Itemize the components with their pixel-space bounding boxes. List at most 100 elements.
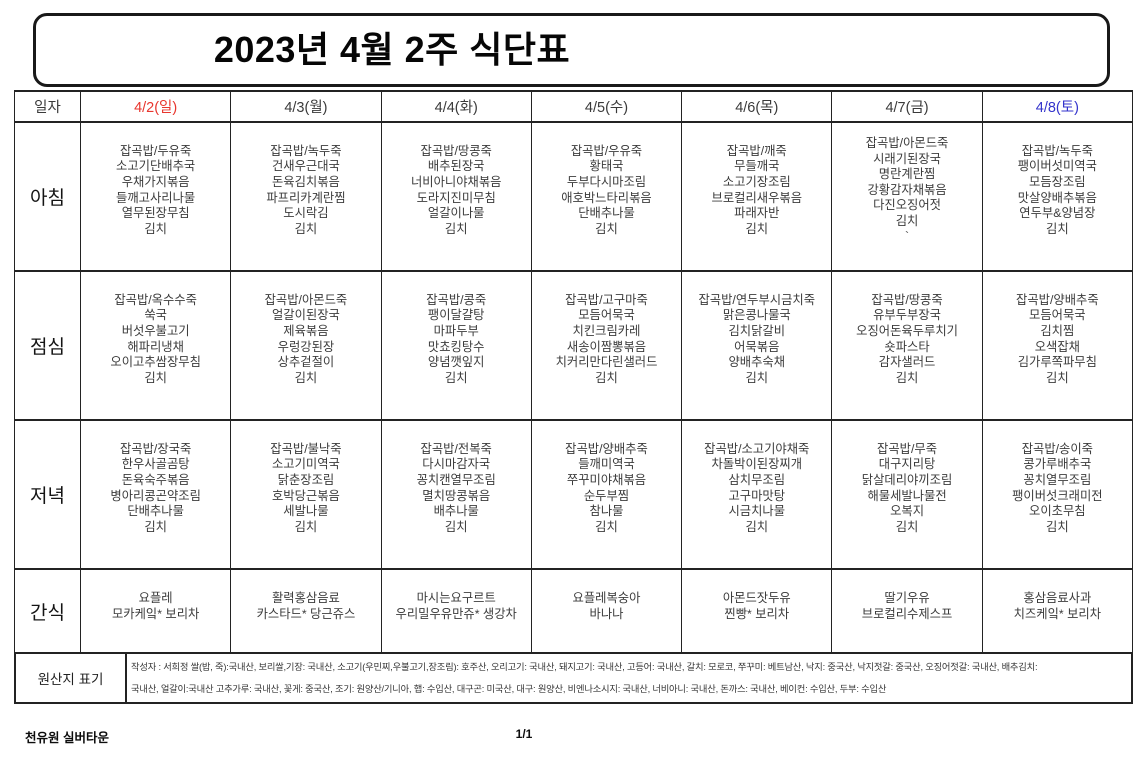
menu-item: 시금치나물 xyxy=(728,504,786,519)
breakfast-cell-2: 잡곡밥/땅콩죽 배추된장국 너비아니야채볶음 도라지진미무침 얼갈이나물 김치 xyxy=(380,121,532,272)
menu-item: 양념깻잎지 xyxy=(427,355,485,370)
menu-item: 도라지진미무침 xyxy=(416,190,496,205)
menu-item: 잡곡밥/송이죽 xyxy=(1021,441,1093,456)
menu-item: 잡곡밥/아몬드죽 xyxy=(264,292,348,307)
menu-item: 김치 xyxy=(1046,370,1069,385)
breakfast-cell-3: 잡곡밥/우유죽 황태국 두부다시마조림 애호박느타리볶음 단배추나물 김치 xyxy=(530,121,683,272)
menu-item: 유부두부장국 xyxy=(873,308,941,323)
menu-item: 단배추나물 xyxy=(127,504,184,519)
menu-item: 치즈케잌* 보리차 xyxy=(1013,607,1102,621)
menu-item: 어묵볶음 xyxy=(734,339,780,354)
menu-item: 모듬어묵국 xyxy=(578,308,635,323)
menu-item: 김치 xyxy=(895,519,919,534)
menu-item: 치커리만다린샐러드 xyxy=(555,355,658,370)
menu-item: 잡곡밥/양배추죽 xyxy=(1016,292,1099,307)
dinner-cell-5: 잡곡밥/무죽 대구지리탕 닭살데리야끼조림 해물세발나물전 오복지 김치 xyxy=(831,419,983,570)
menu-item: 치킨크림카레 xyxy=(572,323,641,338)
row-label-lunch: 점심 xyxy=(14,270,81,421)
menu-item: 잡곡밥/녹두죽 xyxy=(1021,143,1093,158)
menu-item: 요플레복숭아 xyxy=(572,591,641,606)
menu-item: 모카케잌* 보리차 xyxy=(111,607,200,621)
origin-row: 원산지 표기 작성자 : 서희정 쌀(밥, 죽):국내산, 보리쌀,기장: 국내… xyxy=(14,652,1133,704)
snack-cell-0: 요플레 모카케잌* 보리차 xyxy=(79,568,232,654)
menu-item: 맛쵸킹탕수 xyxy=(427,339,485,354)
day-header-1: 4/3(월) xyxy=(230,90,382,123)
row-label-snack: 간식 xyxy=(14,568,81,654)
menu-item: 카스타드* 당근쥬스 xyxy=(256,607,356,621)
menu-item: 모듬장조림 xyxy=(1029,174,1086,189)
menu-item: 얼갈이나물 xyxy=(427,206,485,221)
menu-item: 삼치무조림 xyxy=(728,472,786,487)
menu-item: 차돌박이된장찌개 xyxy=(711,457,803,472)
dinner-cell-2: 잡곡밥/전복죽 다시마감자국 꽁치캔열무조림 멸치땅콩볶음 배추나물 김치 xyxy=(380,419,532,570)
menu-item: 잡곡밥/아몬드죽 xyxy=(865,135,949,150)
snack-cell-6: 홍삼음료사과 치즈케잌* 보리차 xyxy=(981,568,1134,654)
menu-item: 고구마맛탕 xyxy=(728,488,786,503)
menu-item: 김치 xyxy=(895,213,919,228)
menu-item: 제육볶음 xyxy=(283,323,329,338)
menu-item: 요플레 xyxy=(138,591,173,606)
menu-item: 잡곡밥/장국죽 xyxy=(119,441,192,456)
menu-item: 김치 xyxy=(595,221,618,236)
breakfast-cell-4: 잡곡밥/깨죽 무들깨국 소고기장조림 브로컬리새우볶음 파래자반 김치 xyxy=(681,121,833,272)
menu-item: 오색잡채 xyxy=(1034,339,1080,354)
menu-item: 콩가루배추국 xyxy=(1023,457,1092,472)
dinner-cell-6: 잡곡밥/송이죽 콩가루배추국 꽁치열무조림 팽이버섯크래미전 오이초무침 김치 xyxy=(981,419,1134,570)
menu-item: 쭈꾸미야채볶음 xyxy=(566,472,647,487)
menu-item: 무들깨국 xyxy=(734,159,780,174)
breakfast-cell-1: 잡곡밥/녹두죽 건새우근대국 돈육김치볶음 파프리카계란찜 도시락김 김치 xyxy=(230,121,382,272)
menu-item: 오징어돈육두루치기 xyxy=(856,323,958,338)
menu-item: 아몬드잣두유 xyxy=(722,591,791,606)
menu-item: 김치 xyxy=(745,221,769,236)
days-header-row: 일자 4/2(일) 4/3(월) 4/4(화) 4/5(수) 4/6(목) 4/7(금) 4… xyxy=(14,90,1134,123)
snack-cell-5: 딸기우유 브로컬리수제스프 xyxy=(831,568,983,654)
menu-item: 멸치땅콩볶음 xyxy=(422,488,491,503)
menu-item: 잡곡밥/전복죽 xyxy=(420,441,492,456)
menu-item: 김치 xyxy=(294,519,318,534)
menu-item: 김치닭갈비 xyxy=(728,323,786,338)
menu-item: 소고기미역국 xyxy=(271,457,340,472)
menu-item: 돈육김치볶음 xyxy=(271,174,340,189)
facility-name: 천유원 실버타운 xyxy=(25,731,109,745)
menu-item: 들깨고사리나물 xyxy=(116,190,196,205)
menu-item: 배추나물 xyxy=(433,504,479,519)
menu-item: 강황감자채볶음 xyxy=(867,182,947,197)
menu-item: 딸기우유 xyxy=(884,591,930,606)
menu-item: 김가루쪽파무침 xyxy=(1017,355,1097,370)
lunch-cell-1: 잡곡밥/아몬드죽 얼갈이된장국 제육볶음 우렁강된장 상추겉절이 김치 xyxy=(230,270,382,421)
menu-item: 맛살양배추볶음 xyxy=(1017,190,1097,205)
menu-item: 잡곡밥/소고기야채죽 xyxy=(704,441,810,456)
menu-item: 김치 xyxy=(144,519,167,534)
breakfast-cell-6: 잡곡밥/녹두죽 팽이버섯미역국 모듬장조림 맛살양배추볶음 연두부&양념장 김치 xyxy=(981,121,1134,272)
menu-item: 잡곡밥/두유죽 xyxy=(119,143,192,158)
menu-item: 김치 xyxy=(745,519,769,534)
menu-item: 쑥국 xyxy=(144,308,167,323)
menu-item: 김치 xyxy=(595,519,618,534)
menu-item: 황태국 xyxy=(589,159,624,174)
row-breakfast: 아침 잡곡밥/두유죽 소고기단배추국 우채가지볶음 들깨고사리나물 열무된장무침 김치 잡곡밥… xyxy=(14,121,1134,272)
menu-item: 브로컬리새우볶음 xyxy=(711,190,803,205)
origin-line-1: 작성자 : 서희정 쌀(밥, 죽):국내산, 보리쌀,기장: 국내산, 소고기(… xyxy=(131,662,1038,672)
menu-item: 배추된장국 xyxy=(427,159,485,174)
menu-item: 호박당근볶음 xyxy=(271,488,340,503)
row-label-breakfast: 아침 xyxy=(14,121,81,272)
menu-item: 우리밀우유만쥬* 생강차 xyxy=(395,607,517,621)
menu-item: 김치 xyxy=(444,221,468,236)
menu-item: 잡곡밥/땅콩죽 xyxy=(420,143,492,158)
lunch-cell-6: 잡곡밥/양배추죽 모듬어묵국 김치찜 오색잡채 김가루쪽파무침 김치 xyxy=(981,270,1134,421)
menu-item: 브로컬리수제스프 xyxy=(861,607,953,621)
menu-item: 잡곡밥/녹두죽 xyxy=(270,143,342,158)
snack-cell-2: 마시는요구르트 우리밀우유만쥬* 생강차 xyxy=(380,568,532,654)
menu-item: 김치찜 xyxy=(1040,323,1075,338)
lunch-cell-3: 잡곡밥/고구마죽 모듬어묵국 치킨크림카레 새송이짬뽕볶음 치커리만다린샐러드 김치 xyxy=(530,270,683,421)
menu-item: 마파두부 xyxy=(433,323,479,338)
menu-item: 도시락김 xyxy=(283,206,329,221)
menu-item: 잡곡밥/고구마죽 xyxy=(565,292,648,307)
menu-item: 감자샐러드 xyxy=(878,355,936,370)
menu-item: 소고기단배추국 xyxy=(116,159,196,174)
breakfast-cell-5: 잡곡밥/아몬드죽 시래기된장국 명란계란찜 강황감자채볶음 다진오징어젓 김치 ` xyxy=(831,121,983,272)
menu-item: 김치 xyxy=(294,370,318,385)
menu-item: 김치 xyxy=(294,221,318,236)
menu-item: 단배추나물 xyxy=(578,206,635,221)
